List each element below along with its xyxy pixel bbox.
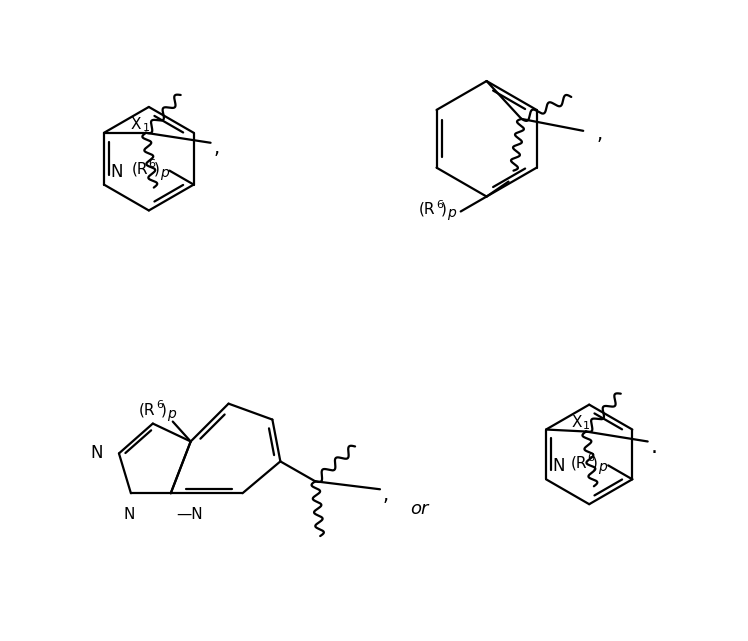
Text: 1: 1 bbox=[143, 123, 150, 133]
Text: N: N bbox=[110, 163, 123, 181]
Text: ): ) bbox=[161, 402, 167, 417]
Text: (R: (R bbox=[570, 456, 587, 471]
Text: (R: (R bbox=[419, 202, 435, 217]
Text: ,: , bbox=[383, 486, 389, 504]
Text: X: X bbox=[571, 415, 582, 429]
Text: N: N bbox=[123, 507, 135, 522]
Text: p: p bbox=[598, 460, 607, 474]
Text: ): ) bbox=[592, 456, 598, 471]
Text: p: p bbox=[159, 165, 168, 179]
Text: 1: 1 bbox=[583, 420, 590, 431]
Text: N: N bbox=[91, 444, 103, 462]
Text: X: X bbox=[131, 117, 141, 132]
Text: 6: 6 bbox=[436, 199, 443, 210]
Text: N: N bbox=[552, 457, 565, 476]
Text: (R: (R bbox=[132, 161, 148, 176]
Text: (R: (R bbox=[139, 402, 156, 417]
Text: —N: —N bbox=[177, 507, 203, 522]
Text: ,: , bbox=[214, 139, 220, 158]
Text: ): ) bbox=[153, 161, 159, 176]
Text: ): ) bbox=[441, 202, 447, 217]
Text: 6: 6 bbox=[149, 159, 156, 169]
Text: ,: , bbox=[596, 125, 602, 144]
Text: or: or bbox=[411, 500, 429, 518]
Text: .: . bbox=[651, 437, 657, 458]
Text: p: p bbox=[167, 406, 176, 420]
Text: 6: 6 bbox=[587, 453, 594, 463]
Text: 6: 6 bbox=[156, 399, 163, 410]
Text: p: p bbox=[447, 206, 456, 221]
